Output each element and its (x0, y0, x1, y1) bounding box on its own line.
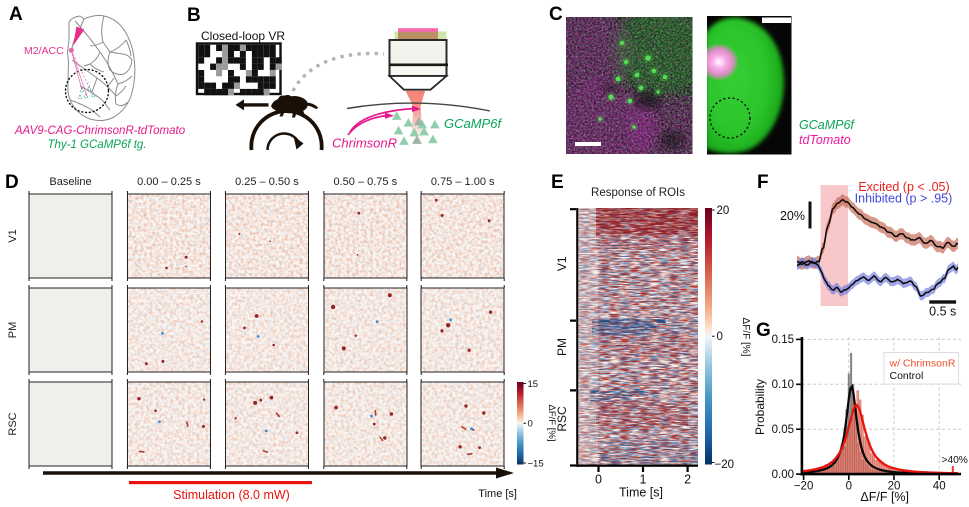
svg-text:Baseline: Baseline (49, 176, 91, 188)
svg-text:0.00 – 0.25 s: 0.00 – 0.25 s (137, 176, 201, 188)
svg-text:2: 2 (684, 473, 691, 487)
svg-text:w/ ChrimsonR: w/ ChrimsonR (889, 358, 956, 370)
svg-text:RSC: RSC (7, 412, 19, 435)
svg-text:−20: −20 (794, 481, 814, 493)
svg-text:M2/ACC: M2/ACC (24, 45, 64, 57)
svg-text:Closed-loop VR: Closed-loop VR (201, 29, 285, 43)
svg-text:0: 0 (595, 473, 602, 487)
svg-text:0.05: 0.05 (772, 424, 794, 436)
svg-text:GCaMP6f: GCaMP6f (799, 118, 855, 132)
svg-text:Time [s]: Time [s] (619, 486, 663, 500)
svg-text:RSC: RSC (555, 406, 569, 432)
svg-text:0.50 – 0.75 s: 0.50 – 0.75 s (333, 176, 397, 188)
svg-text:ΔF/F [%]: ΔF/F [%] (740, 318, 751, 357)
svg-text:−15: −15 (528, 459, 544, 470)
svg-text:0: 0 (717, 331, 723, 343)
svg-text:G: G (756, 320, 771, 341)
svg-text:0.10: 0.10 (772, 379, 794, 391)
svg-text:ΔF/F [%]: ΔF/F [%] (860, 490, 909, 504)
svg-text:0.25 – 0.50 s: 0.25 – 0.50 s (235, 176, 299, 188)
svg-text:Time [s]: Time [s] (478, 488, 517, 500)
svg-text:Excited (p < .05): Excited (p < .05) (858, 180, 949, 194)
svg-text:B: B (187, 5, 201, 26)
svg-text:A: A (9, 4, 23, 25)
svg-text:C: C (549, 4, 563, 25)
svg-text:E: E (551, 172, 564, 193)
svg-text:AAV9-CAG-ChrimsonR-tdTomato: AAV9-CAG-ChrimsonR-tdTomato (14, 125, 186, 137)
svg-text:15: 15 (528, 379, 539, 390)
svg-text:1: 1 (640, 473, 647, 487)
svg-text:F: F (757, 172, 769, 193)
svg-text:>40%: >40% (942, 455, 968, 466)
svg-text:Control: Control (890, 370, 924, 382)
svg-text:Thy-1 GCaMP6f tg.: Thy-1 GCaMP6f tg. (47, 139, 146, 151)
svg-text:D: D (5, 172, 19, 193)
svg-text:Response of ROIs: Response of ROIs (591, 187, 685, 199)
svg-text:GCaMP6f: GCaMP6f (444, 116, 502, 131)
svg-text:0.00: 0.00 (772, 469, 794, 481)
svg-text:0: 0 (528, 419, 533, 430)
svg-text:20: 20 (888, 481, 901, 493)
svg-text:0: 0 (846, 481, 852, 493)
svg-text:0.5 s: 0.5 s (929, 305, 956, 319)
svg-text:20: 20 (717, 205, 730, 217)
svg-text:tdTomato: tdTomato (799, 133, 851, 147)
svg-text:Inhibited (p > .95): Inhibited (p > .95) (855, 192, 953, 206)
svg-text:ChrimsonR: ChrimsonR (332, 136, 397, 151)
svg-text:40: 40 (933, 481, 946, 493)
svg-text:0.15: 0.15 (772, 334, 794, 346)
svg-text:PM: PM (7, 322, 19, 339)
svg-text:V1: V1 (7, 229, 19, 242)
svg-text:−20: −20 (715, 459, 735, 471)
svg-text:Stimulation (8.0 mW): Stimulation (8.0 mW) (173, 488, 290, 502)
svg-text:PM: PM (555, 338, 569, 356)
svg-text:0.75 – 1.00 s: 0.75 – 1.00 s (431, 176, 495, 188)
svg-text:V1: V1 (555, 256, 569, 271)
svg-text:20%: 20% (780, 209, 805, 223)
svg-text:ΔF/F [%]: ΔF/F [%] (546, 405, 557, 442)
svg-text:Probability: Probability (753, 379, 767, 435)
